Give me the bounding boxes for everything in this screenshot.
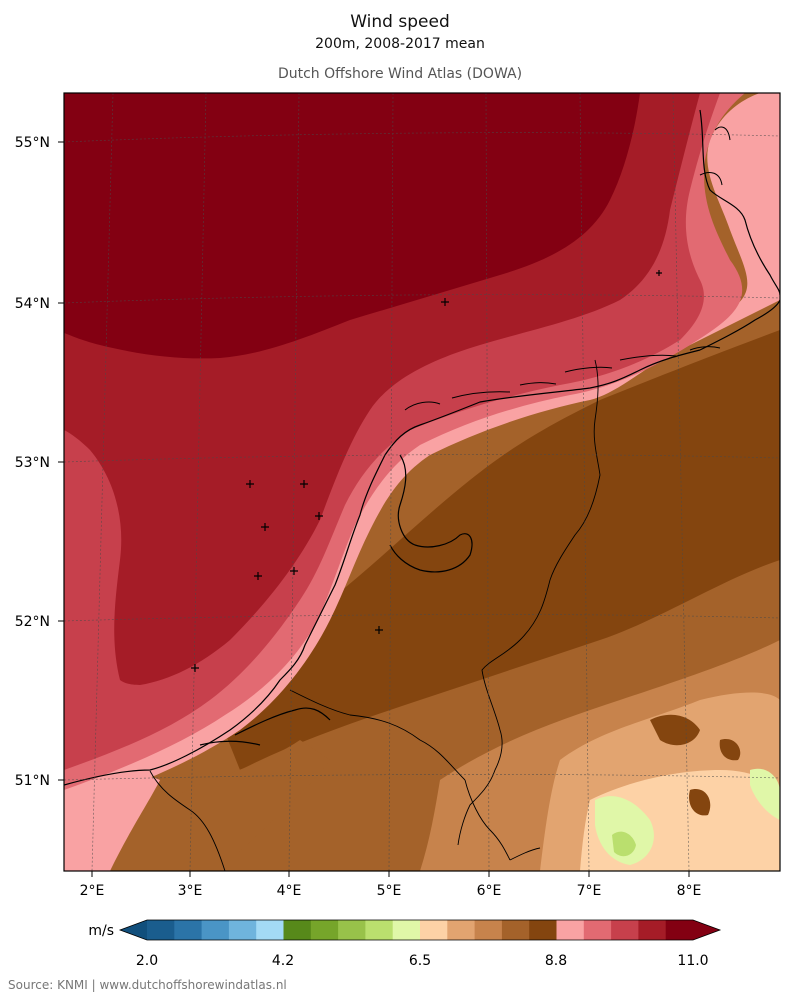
colorbar-extend-high [693,920,720,940]
colorbar-ticklabel: 6.5 [409,953,431,969]
colorbar-swatch [338,920,366,940]
land-dark-zone [220,330,780,770]
map-field [64,93,780,871]
lat-label: 53°N [15,455,50,471]
colorbar-swatch [174,920,203,940]
lon-label: 6°E [477,883,502,899]
lat-label: 54°N [15,296,50,312]
land-green-patch-3 [750,768,780,820]
wadden-islands [404,126,731,411]
colorbar-ticklabel: 11.0 [677,953,708,969]
map-subtitle: 200m, 2008-2017 mean [315,36,485,52]
lon-label: 2°E [80,883,105,899]
site-marker [315,512,323,520]
site-marker [254,572,262,580]
coastal-pink-band-south [64,775,160,871]
land-southwest [64,740,330,871]
lon-label: 7°E [577,883,602,899]
colorbar-unit: m/s [88,923,114,939]
colorbar-ticklabel: 4.2 [272,953,294,969]
colorbar-outline [118,919,722,941]
site-marker [656,270,662,276]
lat-label: 52°N [15,614,50,630]
lon-ticks [91,871,690,877]
lon-labels: 2°E 3°E 4°E 5°E 6°E 7°E 8°E [80,883,702,899]
site-markers [191,270,662,672]
colorbar-swatch [365,920,394,940]
land-green-patch-2 [612,831,636,857]
colorbar-swatch [501,920,530,940]
graticule [64,93,780,871]
colorbar-swatch [447,920,476,940]
colorbar-swatch [392,920,421,940]
colorbar-swatch [228,920,257,940]
land-dark-spots [650,714,741,816]
site-marker [441,298,449,306]
coastlines [64,109,780,786]
source-credit: Source: KNMI | www.dutchoffshorewindatla… [8,978,287,992]
dataset-label: Dutch Offshore Wind Atlas (DOWA) [277,66,523,82]
lat-labels: 55°N 54°N 53°N 52°N 51°N [15,135,50,789]
colorbar-swatch [420,920,448,940]
colorbar-swatch [583,920,612,940]
land-green-patch [595,796,654,865]
sea-darkest-zone [64,93,640,359]
map-frame [63,92,781,872]
lat-label: 55°N [15,135,50,151]
site-marker [261,523,269,531]
country-borders [149,359,601,871]
colorbar-swatch [147,920,175,940]
lon-label: 4°E [277,883,302,899]
sea-west-edge [64,480,77,590]
colorbar-ticklabels: 2.0 4.2 6.5 8.8 11.0 [136,953,709,969]
site-marker [290,567,298,575]
colorbar-swatch [556,920,585,940]
lon-label: 8°E [677,883,702,899]
colorbar-swatch [256,920,284,940]
map-title: Wind speed [350,12,450,32]
colorbar-ticklabel: 8.8 [545,953,567,969]
colorbar-swatch [638,920,667,940]
lat-ticks [58,141,64,781]
site-marker [375,626,383,634]
colorbar-swatch [529,920,557,940]
colorbar-extend-low [120,920,147,940]
lat-label: 51°N [15,773,50,789]
site-marker [246,480,254,488]
colorbar-swatch [474,920,503,940]
colorbar-ticklabel: 2.0 [136,953,158,969]
site-marker [300,480,308,488]
lon-label: 5°E [377,883,402,899]
colorbar-swatch [310,920,339,940]
colorbar-swatch [611,920,639,940]
site-marker [191,664,199,672]
colorbar-swatch [283,920,312,940]
colorbar-swatch [201,920,230,940]
colorbar-swatch [665,920,694,940]
colorbar [118,919,722,941]
lon-label: 3°E [178,883,203,899]
